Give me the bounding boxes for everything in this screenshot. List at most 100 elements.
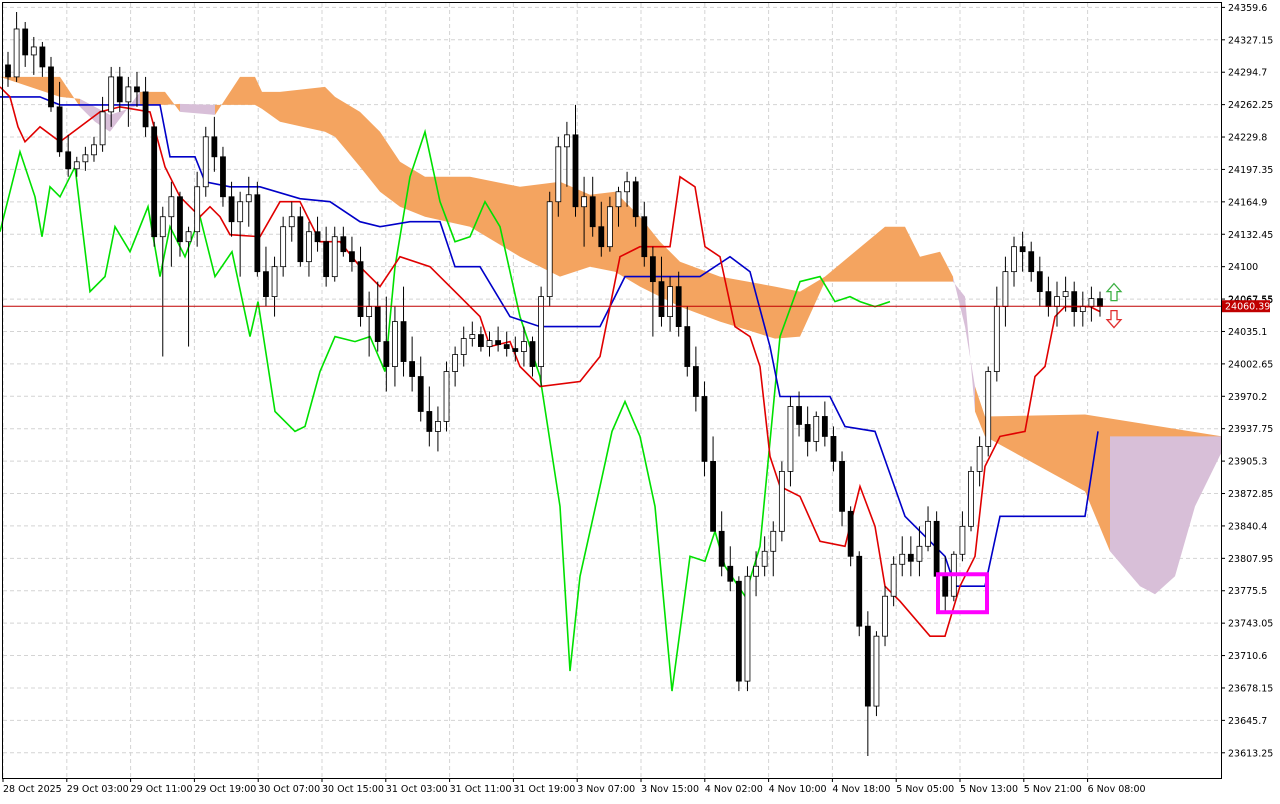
current-price-tag xyxy=(1222,300,1270,313)
candle-body-bullish xyxy=(606,206,613,248)
candle-body-bullish xyxy=(563,134,570,148)
price-tick-label: 23775.5 xyxy=(1228,586,1267,597)
time-tick-label: 6 Nov 08:00 xyxy=(1088,784,1146,795)
time-tick-label: 29 Oct 11:00 xyxy=(131,784,193,795)
candle-body-bearish xyxy=(409,361,416,377)
time-axis: 28 Oct 2025 29 Oct 03:00 29 Oct 11:00 29 Oc… xyxy=(2,778,1146,795)
candle-body-bearish xyxy=(718,530,725,567)
price-tick-label: 24327.15 xyxy=(1228,35,1273,46)
candle-body-bearish xyxy=(821,416,828,437)
candle-body-bullish xyxy=(770,530,777,552)
candle-body-bearish xyxy=(65,151,72,170)
price-tick-label: 24164.9 xyxy=(1228,197,1267,208)
cloud-segment-bullish xyxy=(380,131,400,207)
candle-body-bearish xyxy=(426,411,433,432)
cloud-segment-bullish xyxy=(775,286,800,339)
candle-body-bearish xyxy=(641,216,648,258)
candle-body-bullish xyxy=(581,196,587,208)
cloud-segment-bullish xyxy=(0,76,60,97)
candle-body-bullish xyxy=(159,216,166,238)
candle-body-bullish xyxy=(486,340,493,347)
candle-body-bearish xyxy=(796,406,802,425)
candle-body-bullish xyxy=(787,406,794,472)
cloud-segment-bullish xyxy=(920,251,940,282)
candle-body-bearish xyxy=(151,126,158,238)
candle-body-bullish xyxy=(890,563,897,597)
candle-body-bearish xyxy=(658,281,665,317)
cloud-segment-bullish xyxy=(335,96,360,167)
cloud-segment-bullish xyxy=(660,241,680,307)
time-tick-label: 5 Nov 05:00 xyxy=(896,784,954,795)
candle-body-bullish xyxy=(813,416,820,442)
candle-body-bullish xyxy=(306,231,312,263)
time-tick-label: 5 Nov 13:00 xyxy=(960,784,1018,795)
price-tick-label: 24359.6 xyxy=(1228,3,1267,14)
candle-body-bullish xyxy=(366,306,373,317)
candle-body-bearish xyxy=(116,76,123,103)
candle-body-bearish xyxy=(1036,271,1043,293)
arrow-down-icon xyxy=(1105,309,1123,329)
cloud-segment-bullish xyxy=(825,226,885,282)
candle-body-bullish xyxy=(1062,291,1069,298)
candle-body-bearish xyxy=(357,261,364,317)
candle-body-bearish xyxy=(263,271,269,298)
candle-body-bearish xyxy=(692,366,699,397)
candle-body-bearish xyxy=(134,86,140,93)
time-tick-label: 4 Nov 10:00 xyxy=(769,784,827,795)
candle-body-bullish xyxy=(452,354,459,372)
candle-body-bearish xyxy=(529,341,536,367)
candle-body-bearish xyxy=(220,156,226,198)
cloud-segment-bullish xyxy=(470,176,520,257)
candle-body-bearish xyxy=(864,625,871,707)
cloud-segment-bullish xyxy=(165,91,180,112)
candle-body-bearish xyxy=(417,376,424,412)
candle-body-bullish xyxy=(125,86,132,103)
candle-body-bearish xyxy=(735,580,742,682)
candle-body-bullish xyxy=(73,161,80,170)
candle-body-bullish xyxy=(460,338,467,355)
price-tick-label: 23840.4 xyxy=(1228,521,1267,532)
candle-body-bullish xyxy=(1054,296,1060,308)
price-tick-label: 23937.75 xyxy=(1228,424,1273,435)
price-tick-label: 23710.6 xyxy=(1228,651,1267,662)
candle-body-bullish xyxy=(1079,306,1086,313)
candle-body-bearish xyxy=(374,306,381,342)
candle-body-bullish xyxy=(288,216,295,228)
candle-body-bullish xyxy=(1002,271,1009,308)
candle-body-bullish xyxy=(882,595,888,637)
candle-body-bullish xyxy=(91,144,97,156)
candle-body-bearish xyxy=(907,553,914,562)
candle-body-bearish xyxy=(211,136,218,158)
candle-body-bearish xyxy=(1045,291,1052,308)
cloud-segment-bullish xyxy=(975,386,985,437)
candle-body-bullish xyxy=(993,306,1000,372)
cloud-segment-bearish xyxy=(965,296,975,412)
cloud-segment-bullish xyxy=(255,76,262,109)
candle-body-bearish xyxy=(56,106,63,153)
candle-body-bullish xyxy=(82,154,89,163)
time-tick-label: 3 Nov 15:00 xyxy=(641,784,699,795)
price-tick-label: 23743.05 xyxy=(1228,619,1273,630)
price-tick-label: 24262.25 xyxy=(1228,100,1273,111)
price-tick-label: 24132.45 xyxy=(1228,230,1273,241)
cloud-segment-bearish xyxy=(1175,436,1195,577)
candle-body-bearish xyxy=(297,216,304,263)
cloud-segment-bearish xyxy=(953,276,965,327)
candle-body-bullish xyxy=(237,201,244,223)
time-tick-label: 31 Oct 11:00 xyxy=(450,784,512,795)
price-tick-label: 23613.25 xyxy=(1228,748,1273,759)
candle-body-bearish xyxy=(323,241,330,278)
cloud-segment-bearish xyxy=(1140,436,1155,595)
candle-body-bullish xyxy=(968,470,974,527)
plot-area-border xyxy=(2,2,1222,779)
candle-body-bearish xyxy=(383,341,390,367)
time-tick-label: 4 Nov 18:00 xyxy=(832,784,890,795)
candle-body-bullish xyxy=(469,334,476,339)
candle-body-bullish xyxy=(30,46,37,56)
cloud-segment-bullish xyxy=(240,76,255,105)
current-price-label: 24060.39 xyxy=(1225,302,1270,313)
candle-body-bullish xyxy=(753,565,759,577)
cloud-segment-bullish xyxy=(60,76,80,107)
candle-body-bearish xyxy=(22,28,29,56)
